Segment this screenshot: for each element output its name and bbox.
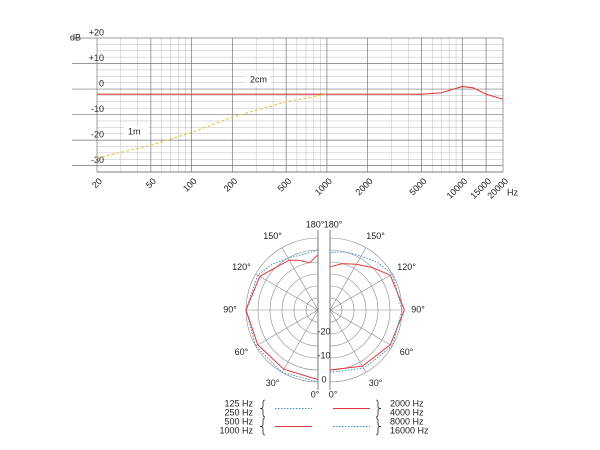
angle-label: 90°: [223, 304, 237, 314]
legend-label: 8000 Hz: [390, 416, 424, 426]
series-line: [97, 85, 504, 100]
angle-label: 30°: [369, 378, 383, 388]
spoke: [329, 309, 367, 373]
angle-label: 180°: [306, 219, 325, 229]
label-bg: [124, 126, 148, 138]
polar-curve: [245, 254, 319, 381]
polar-curve: [329, 263, 405, 371]
brace: [259, 399, 266, 418]
y-tick-label: -30: [91, 155, 104, 165]
spoke: [329, 247, 367, 311]
spoke: [255, 309, 319, 347]
y-tick-label: -20: [91, 129, 104, 139]
y-axis-label: dB: [70, 32, 81, 42]
series-label: 2cm: [250, 74, 267, 84]
r-tick-label: -20: [317, 326, 330, 336]
angle-label: 120°: [397, 262, 416, 272]
angle-label: 150°: [263, 231, 282, 241]
legend-label: 250 Hz: [224, 407, 253, 417]
y-tick-label: +20: [89, 27, 104, 37]
angle-label: 120°: [232, 262, 251, 272]
legend-label: 500 Hz: [224, 416, 253, 426]
x-axis-label: Hz: [507, 187, 518, 197]
legend-label: 4000 Hz: [390, 407, 424, 417]
spoke: [281, 309, 319, 373]
label-bg: [246, 74, 270, 86]
brace: [375, 417, 382, 436]
r-tick-label: 0: [321, 374, 326, 384]
angle-label: 60°: [400, 347, 414, 357]
polar-curve: [329, 251, 403, 373]
angle-label: 90°: [411, 304, 425, 314]
angle-label: 150°: [366, 231, 385, 241]
spoke: [255, 273, 319, 311]
y-tick-label: +10: [89, 53, 104, 63]
angle-label: 180°: [324, 219, 343, 229]
y-tick-label: 0: [99, 78, 104, 88]
legend-label: 16000 Hz: [390, 425, 429, 435]
brace: [259, 417, 266, 436]
legend-label: 1000 Hz: [219, 425, 253, 435]
angle-label: 30°: [266, 378, 280, 388]
spoke: [329, 273, 393, 311]
legend-label: 2000 Hz: [390, 398, 424, 408]
y-tick-label: -10: [91, 104, 104, 114]
r-tick-label: -10: [317, 350, 330, 360]
angle-label: 0°: [311, 389, 320, 399]
angle-label: 0°: [329, 389, 338, 399]
angle-label: 60°: [235, 347, 249, 357]
series-line: [96, 93, 328, 159]
spoke: [329, 309, 393, 347]
series-label: 1m: [128, 126, 141, 136]
legend-label: 125 Hz: [224, 398, 253, 408]
brace: [375, 399, 382, 418]
